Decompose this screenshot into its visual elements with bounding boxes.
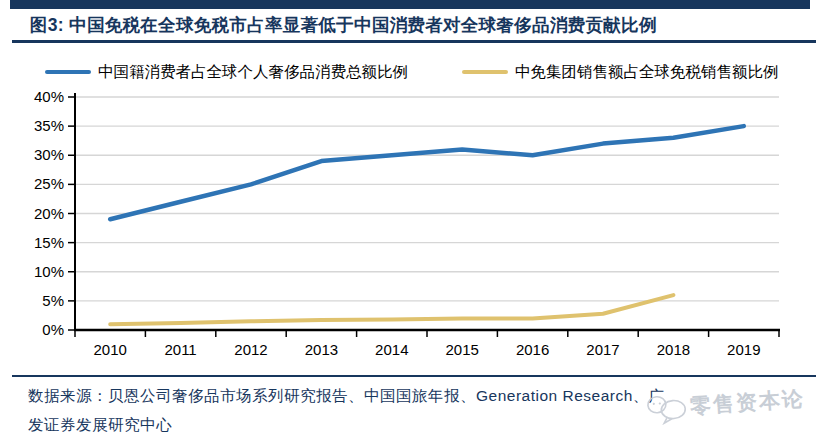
x-tick-label: 2013 [305,341,338,358]
x-tick-label: 2014 [375,341,408,358]
x-tick-label: 2010 [94,341,127,358]
watermark-text: 零售资本论 [689,384,806,420]
x-tick-label: 2017 [586,341,619,358]
legend-label: 中国籍消费者占全球个人奢侈品消费总额比例 [98,62,408,83]
top-accent-bar [10,0,810,9]
blue-line-swatch-icon [45,70,91,75]
legend-label: 中免集团销售额占全球免税销售额比例 [515,62,779,83]
title-divider [12,40,816,43]
legend-item-blue-series: 中国籍消费者占全球个人奢侈品消费总额比例 [45,63,408,81]
y-tick-label: 5% [42,292,64,309]
x-tick-label: 2015 [446,341,479,358]
y-tick-label: 30% [34,146,64,163]
series-line-china-consumer-share [110,126,744,219]
x-tick-label: 2018 [657,341,690,358]
y-tick-label: 40% [34,88,64,105]
x-tick-label: 2011 [164,341,196,358]
y-tick-label: 25% [34,175,64,192]
figure-title: 图3: 中国免税在全球免税市占率显著低于中国消费者对全球奢侈品消费贡献比例 [30,13,820,37]
x-tick-label: 2012 [234,341,267,358]
figure-page: 图3: 中国免税在全球免税市占率显著低于中国消费者对全球奢侈品消费贡献比例 中国… [0,0,829,440]
legend-item-yellow-series: 中免集团销售额占全球免税销售额比例 [462,63,779,81]
y-tick-label: 10% [34,263,64,280]
x-tick-label: 2019 [727,341,760,358]
series-line-cdfg-share [110,295,673,324]
y-tick-label: 15% [34,234,64,251]
yellow-line-swatch-icon [462,70,508,75]
y-tick-label: 20% [34,205,64,222]
watermark-logo-icon [643,389,691,426]
y-tick-label: 35% [34,117,64,134]
x-tick-label: 2016 [516,341,549,358]
y-tick-label: 0% [42,321,64,338]
source-divider [12,375,816,377]
